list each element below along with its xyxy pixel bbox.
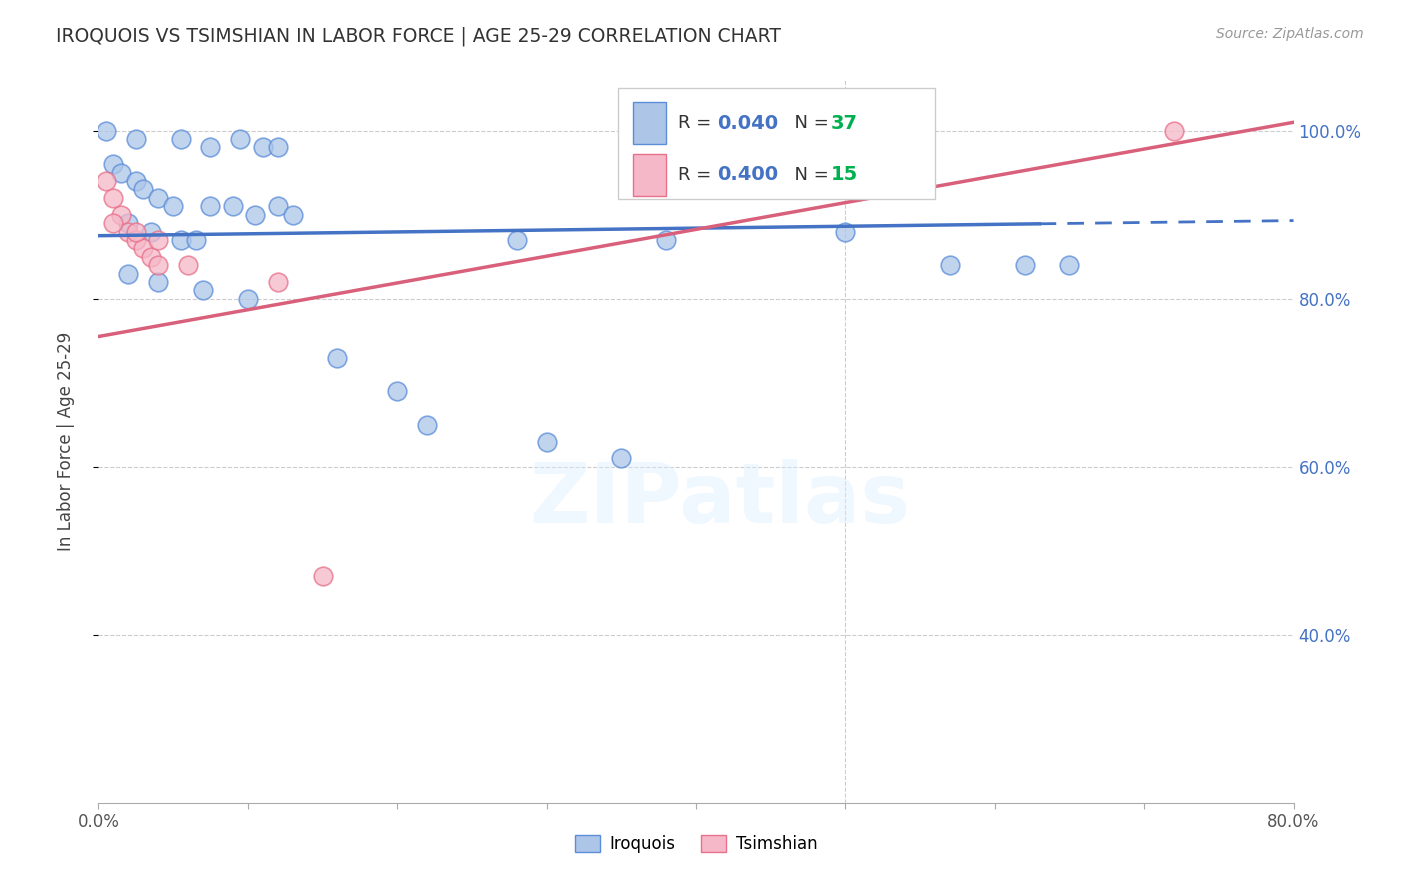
- Point: [200, 199, 222, 213]
- Point: [125, 132, 148, 146]
- Point: [169, 233, 191, 247]
- Text: N =: N =: [783, 114, 835, 132]
- Point: [229, 132, 252, 146]
- Text: 15: 15: [831, 165, 858, 185]
- Point: [416, 417, 439, 432]
- Point: [267, 275, 290, 289]
- Point: [191, 283, 214, 297]
- Point: [139, 250, 162, 264]
- FancyBboxPatch shape: [633, 154, 666, 196]
- Point: [125, 233, 148, 247]
- Point: [267, 140, 290, 154]
- Point: [245, 208, 267, 222]
- Point: [385, 384, 409, 398]
- Point: [222, 199, 245, 213]
- Point: [311, 569, 333, 583]
- Point: [184, 233, 207, 247]
- Point: [103, 216, 125, 230]
- Point: [169, 132, 191, 146]
- Point: [236, 292, 259, 306]
- Point: [103, 157, 125, 171]
- Point: [148, 233, 170, 247]
- Point: [506, 233, 529, 247]
- Point: [110, 208, 132, 222]
- Point: [177, 258, 200, 272]
- Point: [1059, 258, 1081, 272]
- Text: 0.040: 0.040: [717, 114, 779, 133]
- Point: [94, 124, 117, 138]
- Point: [1014, 258, 1036, 272]
- Text: 0.400: 0.400: [717, 165, 779, 185]
- Point: [252, 140, 274, 154]
- Point: [103, 191, 125, 205]
- FancyBboxPatch shape: [619, 87, 935, 200]
- Point: [536, 434, 558, 449]
- Point: [162, 199, 184, 213]
- Point: [148, 258, 170, 272]
- Text: IROQUOIS VS TSIMSHIAN IN LABOR FORCE | AGE 25-29 CORRELATION CHART: IROQUOIS VS TSIMSHIAN IN LABOR FORCE | A…: [56, 27, 782, 46]
- Point: [125, 225, 148, 239]
- Point: [267, 199, 290, 213]
- Point: [610, 451, 633, 466]
- Point: [1163, 124, 1185, 138]
- Point: [132, 182, 155, 196]
- Text: Source: ZipAtlas.com: Source: ZipAtlas.com: [1216, 27, 1364, 41]
- Legend: Iroquois, Tsimshian: Iroquois, Tsimshian: [568, 828, 824, 860]
- Point: [200, 140, 222, 154]
- Text: R =: R =: [678, 166, 717, 184]
- Point: [117, 225, 139, 239]
- Point: [655, 233, 678, 247]
- Text: N =: N =: [783, 166, 835, 184]
- Point: [139, 225, 162, 239]
- Point: [148, 275, 170, 289]
- Point: [125, 174, 148, 188]
- Point: [281, 208, 304, 222]
- FancyBboxPatch shape: [633, 103, 666, 145]
- Text: R =: R =: [678, 114, 717, 132]
- Point: [148, 191, 170, 205]
- Point: [939, 258, 962, 272]
- Point: [834, 225, 856, 239]
- Y-axis label: In Labor Force | Age 25-29: In Labor Force | Age 25-29: [56, 332, 75, 551]
- Point: [326, 351, 349, 365]
- Point: [94, 174, 117, 188]
- Point: [117, 267, 139, 281]
- Point: [110, 166, 132, 180]
- Point: [117, 216, 139, 230]
- Text: ZIPatlas: ZIPatlas: [530, 458, 910, 540]
- Text: 37: 37: [831, 114, 858, 133]
- Point: [132, 241, 155, 255]
